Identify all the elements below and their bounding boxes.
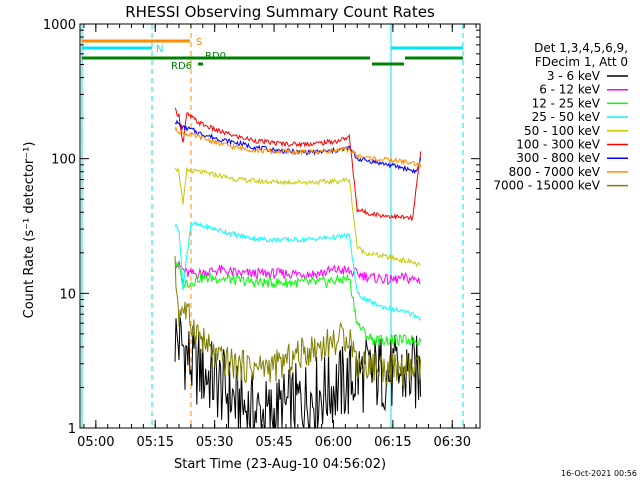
series-line-0	[174, 316, 422, 429]
footer-timestamp: 16-Oct-2021 00:56	[561, 469, 637, 478]
legend-label: 12 - 25 keV	[532, 96, 601, 110]
series-line-3	[174, 221, 421, 321]
x-tick-label: 05:45	[255, 435, 292, 450]
series-line-7	[174, 125, 422, 168]
x-tick-label: 06:00	[315, 435, 352, 450]
series-line-1	[174, 261, 421, 286]
legend-label: 300 - 800 keV	[516, 151, 600, 165]
x-tick-label: 05:00	[77, 435, 114, 450]
x-tick-label: 06:30	[434, 435, 471, 450]
flag-label-rd0: RD0	[205, 51, 226, 62]
legend-header-line-1: Det 1,3,4,5,6,9,	[534, 41, 628, 55]
legend-label: 800 - 7000 keV	[509, 165, 601, 179]
plot-frame	[79, 23, 481, 429]
series-lines	[174, 107, 422, 429]
legend-header-line-2: FDecim 1, Att 0	[535, 55, 628, 69]
x-axis-label: Start Time (23-Aug-10 04:56:02)	[174, 457, 386, 472]
x-tick-label: 06:15	[374, 435, 411, 450]
series-line-4	[174, 166, 421, 268]
x-tick-label: 05:15	[137, 435, 174, 450]
x-tick-label: 05:30	[196, 435, 233, 450]
flag-label-rd6: RD6	[171, 61, 192, 72]
chart-title: RHESSI Observing Summary Count Rates	[125, 3, 435, 21]
legend-label: 6 - 12 keV	[539, 83, 601, 97]
axes: 1 10 100 1000 05:00 05:15 05:30 05:45 06:00 06:15…	[43, 18, 481, 450]
flag-label-n: N	[156, 44, 163, 55]
y-tick-label: 100	[51, 153, 76, 168]
legend-label: 7000 - 15000 keV	[493, 179, 600, 193]
legend-label: 3 - 6 keV	[547, 69, 601, 83]
series-line-2	[174, 261, 422, 347]
y-tick-label: 10	[59, 287, 76, 302]
y-tick-label: 1000	[43, 18, 76, 33]
legend-label: 50 - 100 keV	[524, 124, 601, 138]
y-tick-label: 1	[68, 422, 76, 437]
series-line-5	[174, 107, 422, 222]
flag-bars: S N RD0 RD6	[82, 37, 463, 72]
flag-label-s: S	[196, 37, 202, 48]
legend-label: 25 - 50 keV	[532, 110, 601, 124]
series-line-8	[174, 255, 422, 386]
y-axis-label: Count Rate (s⁻¹ detector⁻¹)	[22, 142, 37, 319]
series-line-6	[174, 119, 422, 175]
legend-label: 100 - 300 keV	[516, 138, 600, 152]
